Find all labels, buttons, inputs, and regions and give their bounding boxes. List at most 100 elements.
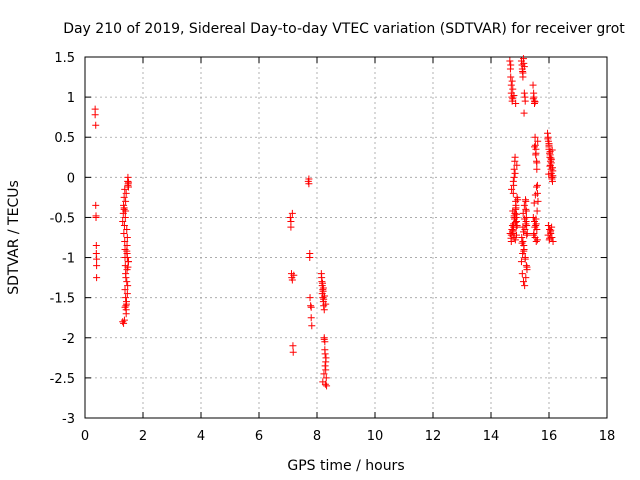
data-point: [320, 295, 328, 303]
chart-title: Day 210 of 2019, Sidereal Day-to-day VTE…: [63, 21, 625, 37]
data-point: [92, 201, 100, 209]
data-point: [544, 221, 552, 229]
x-tick-label: 2: [139, 429, 147, 444]
y-tick-label: 0.5: [54, 131, 75, 146]
data-point: [533, 183, 541, 191]
data-point: [523, 263, 531, 271]
data-point: [509, 85, 517, 93]
data-point: [122, 189, 130, 197]
data-point: [530, 199, 538, 207]
data-point: [121, 213, 129, 221]
data-point: [532, 151, 540, 159]
data-point: [323, 382, 331, 390]
data-point: [507, 231, 515, 239]
data-point: [533, 236, 541, 244]
x-tick-label: 12: [425, 429, 442, 444]
data-point: [120, 221, 128, 229]
data-point: [120, 204, 128, 212]
data-point: [531, 100, 538, 108]
data-point: [93, 274, 101, 282]
data-point: [545, 170, 553, 178]
data-point: [124, 258, 132, 266]
data-point: [546, 234, 554, 242]
data-point: [512, 100, 520, 108]
data-point: [532, 238, 540, 246]
data-point: [320, 370, 328, 378]
data-point: [321, 380, 329, 388]
data-point: [123, 247, 131, 255]
data-point: [322, 354, 330, 362]
data-point: [286, 213, 294, 221]
data-point: [520, 247, 528, 255]
data-point: [321, 362, 329, 370]
data-point: [531, 223, 539, 231]
data-point: [533, 207, 541, 215]
data-point: [119, 217, 127, 225]
x-tick-label: 8: [313, 429, 321, 444]
data-point: [319, 294, 327, 302]
data-point: [519, 228, 527, 236]
y-tick-label: -1: [62, 252, 75, 267]
data-point: [93, 262, 101, 270]
x-tick-label: 4: [197, 429, 205, 444]
data-point: [534, 137, 542, 145]
data-point: [506, 57, 514, 65]
data-point: [520, 109, 528, 117]
data-point: [520, 201, 528, 209]
data-point: [549, 167, 557, 175]
y-tick-label: 0: [67, 171, 75, 186]
data-point: [123, 234, 131, 241]
data-point: [509, 189, 517, 197]
data-point: [519, 67, 527, 75]
data-point: [510, 223, 518, 231]
data-point: [522, 207, 530, 215]
data-point: [534, 197, 542, 205]
data-point: [520, 59, 528, 67]
data-point: [547, 226, 555, 234]
data-point: [546, 151, 554, 159]
data-point: [122, 274, 130, 282]
data-point: [306, 294, 314, 302]
data-point: [322, 374, 330, 382]
data-point: [123, 254, 131, 262]
data-point: [122, 197, 130, 205]
data-point: [514, 196, 522, 204]
data-point: [122, 294, 130, 302]
data-point: [523, 231, 531, 239]
data-point: [122, 300, 130, 308]
data-point: [523, 221, 531, 229]
data-point: [121, 185, 129, 193]
data-point: [507, 81, 515, 89]
data-point: [306, 254, 314, 262]
data-point: [533, 159, 541, 167]
data-point: [529, 95, 537, 103]
data-point: [290, 271, 298, 279]
data-point: [508, 221, 516, 229]
data-point: [518, 270, 526, 278]
data-point: [509, 177, 517, 185]
y-tick-label: -2.5: [50, 372, 75, 387]
axis-ticks: 0 2 4 6 8 10 12 14 16 18 1.5 1 0.5 0 -0.5 -1 -1.5 -2 -2.5 -…: [50, 51, 616, 444]
data-point: [92, 213, 100, 221]
data-point: [548, 173, 556, 181]
data-point: [512, 204, 520, 212]
data-point: [513, 210, 521, 218]
data-point: [122, 207, 130, 215]
data-point: [287, 223, 295, 231]
data-point: [519, 278, 527, 286]
data-point: [305, 180, 313, 188]
data-point: [548, 146, 556, 154]
data-point: [507, 73, 515, 81]
x-axis-label: GPS time / hours: [287, 458, 404, 474]
data-point: [289, 348, 297, 356]
data-point: [120, 319, 128, 327]
data-point: [123, 225, 131, 233]
data-point: [91, 111, 99, 119]
data-point: [546, 162, 554, 170]
data-point: [321, 346, 329, 354]
data-point: [532, 220, 540, 228]
y-tick-label: -0.5: [50, 211, 75, 226]
data-point: [322, 366, 330, 374]
data-point: [121, 246, 129, 254]
data-point: [511, 153, 519, 161]
